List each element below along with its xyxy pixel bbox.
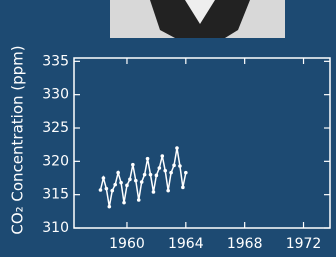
data-point — [128, 178, 132, 182]
data-point — [125, 184, 129, 188]
data-point — [110, 189, 114, 193]
data-point — [137, 198, 141, 202]
y-tick-label: 330 — [42, 87, 69, 103]
data-point — [105, 187, 109, 191]
data-point — [166, 189, 170, 193]
data-point — [116, 171, 120, 175]
data-point — [140, 180, 144, 184]
x-tick-label: 1960 — [109, 236, 145, 252]
y-tick-label: 310 — [42, 220, 69, 236]
y-tick-label: 335 — [42, 53, 69, 69]
data-point — [152, 190, 156, 194]
data-point — [163, 169, 167, 173]
data-point — [160, 154, 164, 158]
data-point — [102, 176, 106, 180]
y-tick-label: 315 — [42, 187, 69, 203]
data-point — [143, 173, 147, 177]
chart: CO₂ Concentration (ppm) 310 315 320 325 330 3… — [0, 0, 336, 257]
data-point — [131, 163, 135, 167]
data-point — [181, 186, 185, 190]
data-point — [146, 157, 150, 161]
data-point — [178, 164, 182, 168]
y-tick-label: 325 — [42, 120, 69, 136]
data-point — [134, 179, 138, 183]
x-tick-label: 1964 — [168, 236, 204, 252]
photo — [110, 0, 285, 38]
y-axis-label: CO₂ Concentration (ppm) — [9, 45, 27, 234]
y-tick-label: 320 — [42, 153, 69, 169]
data-point — [113, 183, 117, 187]
data-point — [184, 171, 188, 175]
data-point — [155, 174, 159, 178]
data-point — [99, 188, 103, 192]
data-point — [175, 146, 179, 150]
data-point — [149, 173, 153, 177]
data-point — [119, 181, 123, 185]
data-point — [122, 201, 126, 205]
x-tick-label: 1968 — [227, 236, 263, 252]
data-point — [169, 171, 173, 175]
data-point — [172, 164, 176, 168]
x-tick-label: 1972 — [286, 236, 322, 252]
data-point — [108, 205, 112, 209]
data-point — [158, 166, 162, 170]
